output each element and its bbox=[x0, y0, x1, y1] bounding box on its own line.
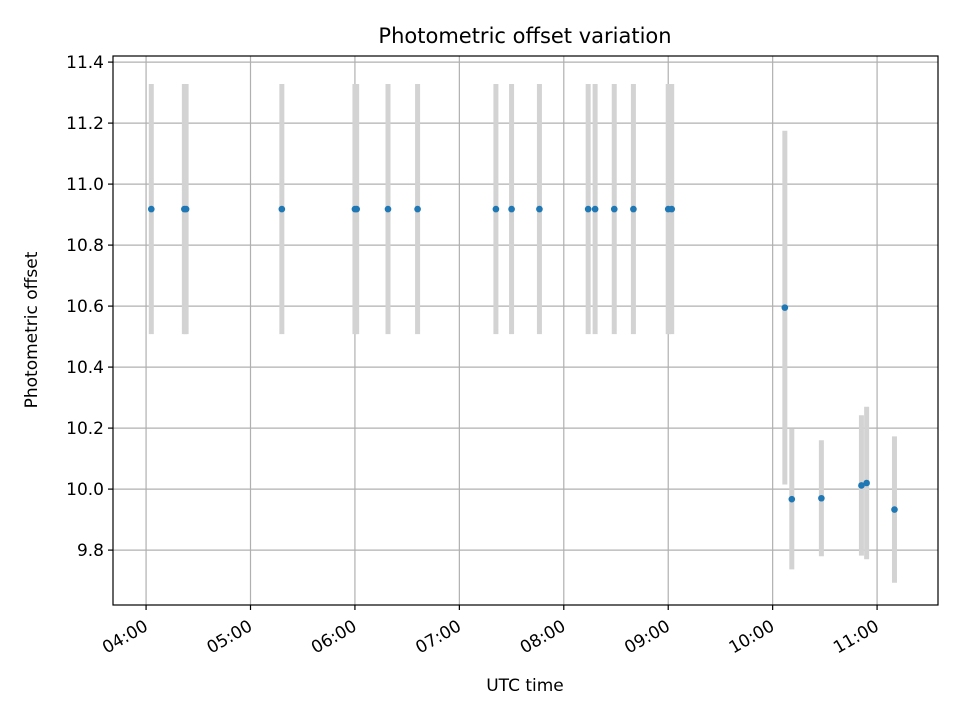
y-tick-label: 9.8 bbox=[77, 541, 104, 561]
data-point bbox=[536, 205, 543, 213]
y-tick-label: 11.2 bbox=[66, 114, 104, 134]
y-tick-label: 10.6 bbox=[66, 297, 104, 317]
data-point bbox=[384, 205, 392, 213]
data-point bbox=[147, 205, 155, 213]
data-point bbox=[788, 495, 796, 503]
y-tick-label: 11.0 bbox=[66, 175, 104, 195]
data-point bbox=[610, 205, 618, 213]
data-point bbox=[630, 205, 637, 213]
data-point bbox=[781, 304, 789, 311]
y-axis-label: Photometric offset bbox=[22, 251, 42, 408]
data-point bbox=[818, 494, 825, 502]
data-point bbox=[858, 482, 865, 489]
data-point bbox=[584, 205, 592, 213]
y-tick-label: 10.0 bbox=[66, 480, 104, 500]
data-point bbox=[414, 205, 421, 213]
data-point bbox=[278, 205, 286, 213]
y-tick-label: 10.8 bbox=[66, 236, 104, 256]
data-point bbox=[863, 479, 870, 487]
data-point bbox=[668, 205, 676, 213]
data-point bbox=[591, 205, 599, 213]
plot-frame bbox=[112, 55, 939, 606]
y-tick-label: 10.2 bbox=[66, 419, 104, 439]
data-point bbox=[353, 205, 360, 213]
x-axis-label: UTC time bbox=[486, 676, 564, 696]
data-point bbox=[492, 205, 500, 213]
y-tick-label: 11.4 bbox=[66, 53, 104, 73]
y-axis: 9.8 10.0 10.2 10.4 10.6 10.8 11.0 11.2 11.4 bbox=[66, 53, 113, 561]
data-point bbox=[182, 205, 190, 213]
data-point bbox=[508, 205, 515, 213]
chart-title: Photometric offset variation bbox=[378, 24, 671, 48]
y-tick-label: 10.4 bbox=[66, 358, 104, 378]
data-points bbox=[147, 205, 898, 513]
data-point bbox=[891, 506, 898, 513]
